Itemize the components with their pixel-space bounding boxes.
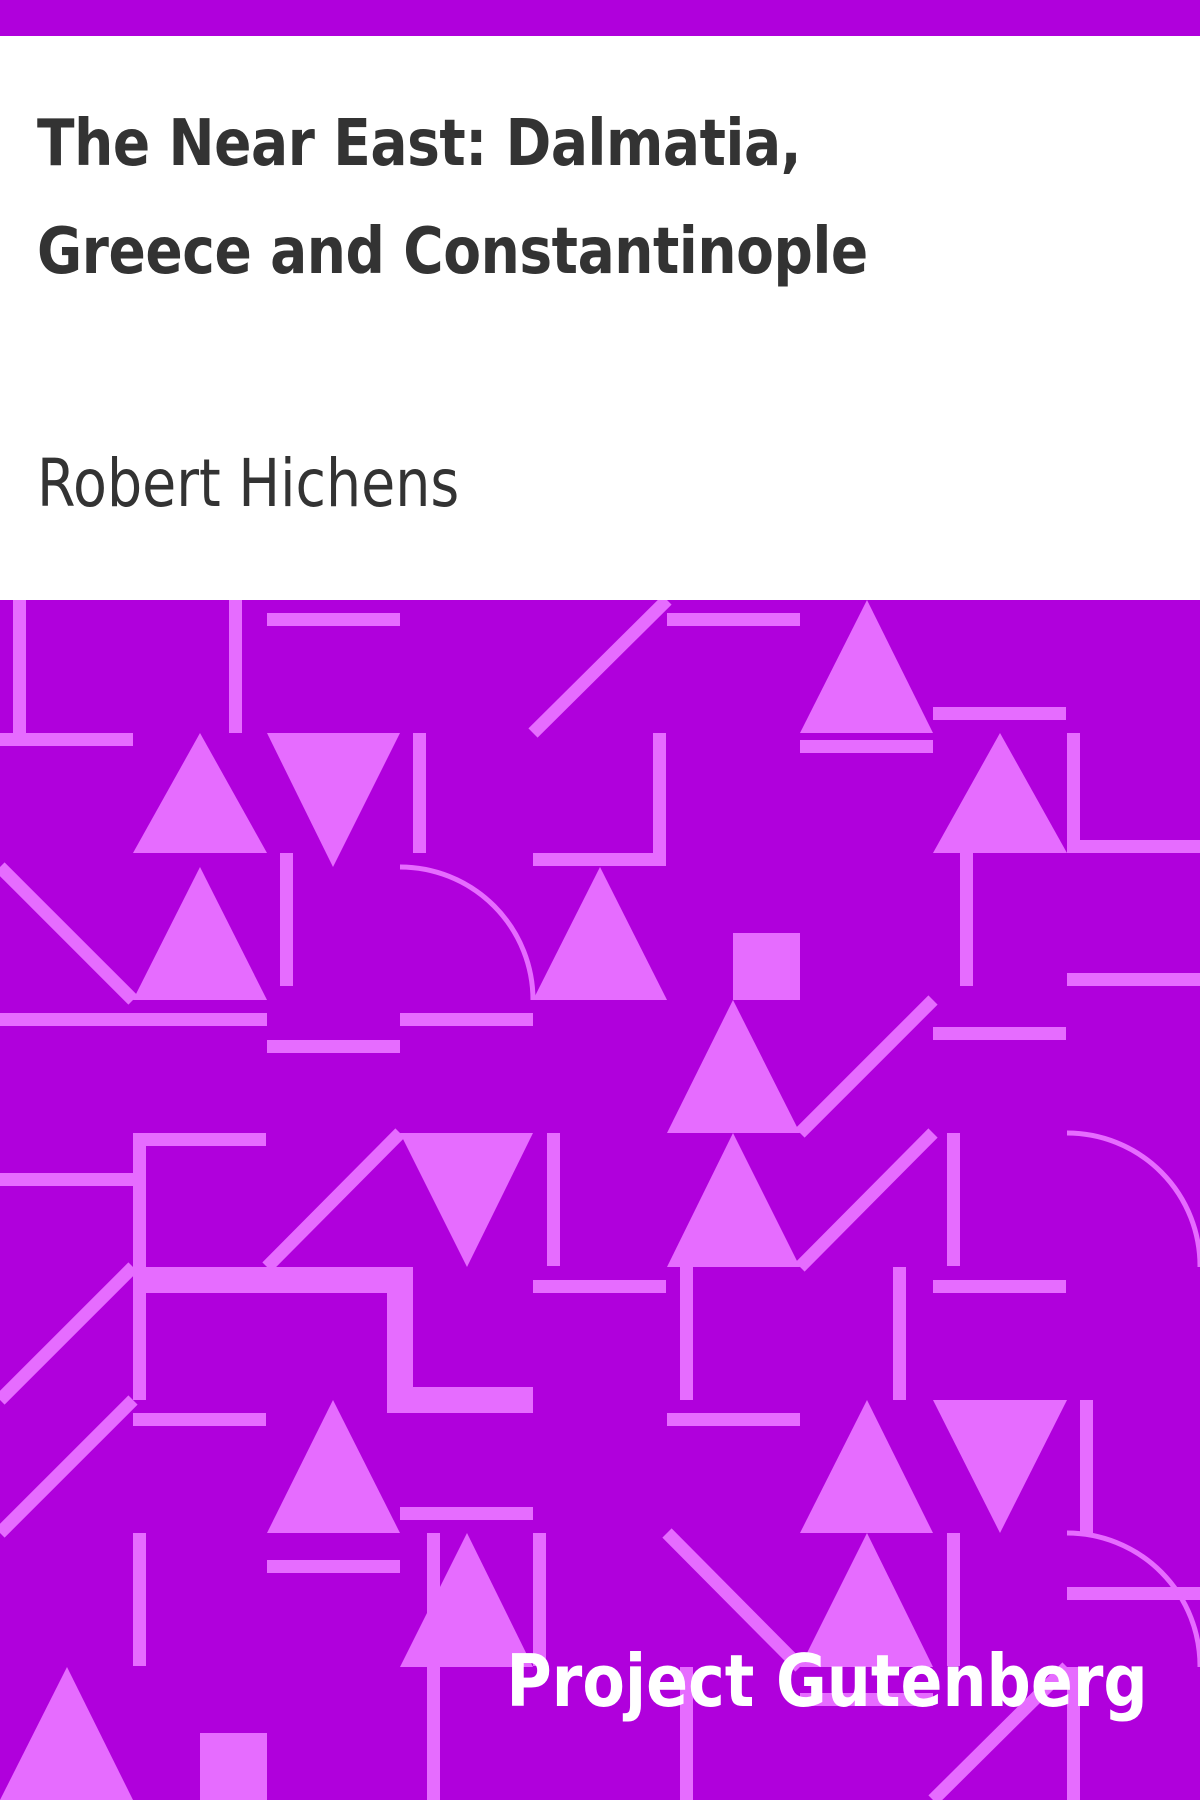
pattern-diagonal (262, 1128, 405, 1272)
pattern-bar (800, 1693, 933, 1706)
pattern-bar (400, 1013, 533, 1026)
pattern-bar (267, 1040, 400, 1053)
pattern-bar (267, 613, 400, 626)
book-title: The Near East: Dalmatia, Greece and Cons… (37, 107, 868, 289)
pattern-diagonal (928, 1662, 1072, 1800)
pattern-bar (413, 733, 426, 853)
pattern-bar (653, 733, 666, 853)
pattern-bar (133, 1133, 266, 1146)
pattern-triangle (267, 1400, 400, 1533)
pattern-bar (1067, 1667, 1080, 1800)
pattern-bar (0, 733, 133, 746)
pattern-triangle (133, 867, 267, 1000)
pattern-triangle (933, 733, 1067, 853)
pattern-bar (13, 600, 26, 733)
pattern-bar (680, 1667, 693, 1800)
book-author: Robert Hichens (37, 445, 460, 522)
pattern-bar (933, 1280, 1066, 1293)
publisher-logo-text: Project Gutenberg (506, 1639, 1148, 1723)
pattern-bar (280, 853, 293, 986)
pattern-diagonal (0, 1395, 138, 1538)
pattern-bar (547, 1133, 560, 1266)
pattern-bar (387, 1267, 413, 1400)
pattern-triangle (533, 867, 667, 1000)
pattern-triangle (800, 1400, 933, 1533)
pattern-triangle (667, 1133, 800, 1267)
pattern-bar (267, 1560, 400, 1573)
pattern-bar (229, 600, 242, 733)
pattern-triangle (400, 1133, 533, 1267)
pattern-arc (1066, 1530, 1200, 1667)
title-panel: The Near East: Dalmatia, Greece and Cons… (0, 36, 1200, 600)
pattern-bar (133, 1413, 266, 1426)
pattern-diagonal (795, 1128, 938, 1272)
pattern-bar (133, 1533, 146, 1666)
pattern-bar (933, 1027, 1066, 1040)
pattern-diagonal (528, 600, 672, 738)
top-color-band (0, 0, 1200, 36)
pattern-bar (533, 1280, 666, 1293)
pattern-triangle (400, 1533, 533, 1667)
pattern-bar (893, 1267, 906, 1400)
pattern-bar (1067, 840, 1200, 853)
pattern-bar (0, 1173, 133, 1186)
pattern-bar (733, 933, 800, 1000)
pattern-bar (533, 1533, 546, 1666)
pattern-diagonal (0, 862, 138, 1005)
pattern-bar (947, 1533, 960, 1666)
pattern-diagonal (795, 995, 938, 1138)
pattern-bar (667, 613, 800, 626)
pattern-bar (133, 1267, 413, 1293)
pattern-bar (1080, 1400, 1093, 1533)
pattern-bar (533, 853, 666, 866)
pattern-triangle (933, 1400, 1067, 1533)
pattern-bar (933, 707, 1066, 720)
pattern-triangle (267, 733, 400, 867)
pattern-triangle (800, 1533, 933, 1667)
pattern-bar (960, 853, 973, 986)
pattern-bar (133, 1133, 146, 1400)
pattern-bar (1067, 1587, 1200, 1600)
pattern-graphic (0, 600, 1200, 1800)
pattern-bar (400, 1507, 533, 1520)
pattern-bar (1067, 973, 1200, 986)
pattern-bar (1067, 733, 1080, 853)
pattern-triangle (667, 1000, 800, 1133)
pattern-arc (399, 864, 536, 1001)
pattern-bar (800, 740, 933, 753)
pattern-triangle (133, 733, 267, 853)
pattern-bar (667, 1413, 800, 1426)
pattern-diagonal (662, 1528, 805, 1672)
pattern-bar (200, 1733, 267, 1800)
pattern-bar (947, 1133, 960, 1266)
pattern-triangle (0, 1667, 133, 1800)
pattern-bar (0, 1013, 267, 1026)
geometric-pattern (0, 600, 1200, 1800)
pattern-bar (387, 1387, 533, 1413)
pattern-triangle (800, 600, 933, 733)
pattern-bar (680, 1267, 693, 1400)
pattern-diagonal (0, 1262, 138, 1405)
pattern-arc (1066, 1130, 1200, 1267)
